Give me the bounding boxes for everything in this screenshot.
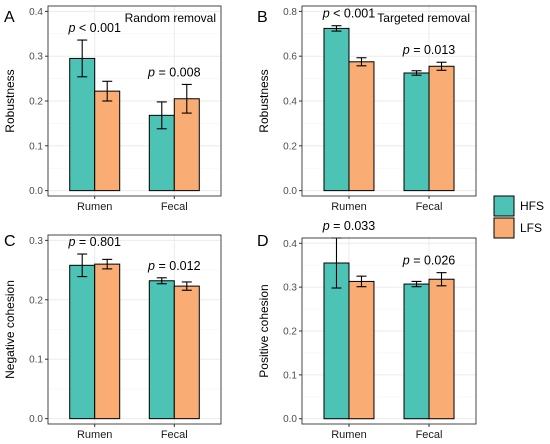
y-tick-label: 0.0 [29,186,43,197]
x-category-label: Fecal [416,201,443,213]
bar-lfs-rumen [348,280,375,420]
p-value-label: p < 0.001 [322,7,376,21]
p-value-label: p = 0.008 [147,65,201,79]
bar-lfs-rumen [348,61,375,192]
error-bar [181,83,192,114]
y-tick-label: 0.2 [29,295,43,306]
p-value-label: p = 0.012 [147,259,201,273]
legend-swatch-lfs [493,217,515,239]
panel-annotation: Random removal [125,11,216,25]
bar-hfs-rumen [69,57,96,192]
bar-hfs-rumen [323,27,350,192]
panel-a: 0.0 0.1 0.2 0.3 0.4 p < 0.001 Rumen p = 0.008 Fe… [3,5,222,213]
y-tick-label: 0.2 [29,97,43,108]
p-value-label: p = 0.033 [322,219,376,233]
p-value-label: p < 0.001 [67,21,121,35]
error-bar [156,101,167,130]
y-tick-label: 0.4 [283,239,297,250]
error-bar [77,39,88,78]
y-tick-label: 0.3 [29,52,43,63]
y-tick-label: 0.1 [29,355,43,366]
x-category-label: Rumen [77,429,112,441]
error-bar [102,258,113,270]
panel-b: 0.0 0.2 0.4 0.6 0.8 p < 0.001 Rumen p = 0.013 Fe… [257,5,477,213]
y-tick-label: 0.4 [283,97,297,108]
y-tick-label: 0.6 [283,52,297,63]
x-category-label: Fecal [416,429,443,441]
y-tick-label: 0.3 [29,236,43,247]
bar-hfs-fecal [403,283,430,420]
panel-letter: A [4,9,15,26]
panel-border [47,5,222,197]
x-category-label: Rumen [331,429,366,441]
bar-lfs-fecal [173,98,200,192]
panel-annotation: Targeted removal [377,11,470,25]
error-bar [331,25,342,32]
y-axis-title: Negative cohesion [3,280,17,379]
error-bar [102,80,113,102]
panel-border [301,5,477,197]
y-tick-label: 0.0 [29,414,43,425]
error-bar [411,280,422,288]
y-tick-label: 0.0 [283,186,297,197]
y-tick-label: 0.8 [283,7,297,18]
error-bar [156,277,167,285]
legend-label-hfs: HFS [520,199,544,213]
bar-lfs-rumen [94,90,121,192]
legend-label-lfs: LFS [520,221,542,235]
x-category-label: Fecal [161,201,188,213]
bar-hfs-fecal [148,280,175,420]
y-tick-label: 0.1 [283,370,297,381]
panel-d: 0.0 0.1 0.2 0.3 0.4 p = 0.033 Rumen p = 0.026 Fe… [257,219,477,441]
bar-lfs-rumen [94,263,121,420]
y-axis-title: Positive cohesion [257,284,271,377]
panel-border [301,237,477,425]
y-tick-label: 0.3 [283,283,297,294]
bar-lfs-fecal [173,285,200,420]
y-tick-label: 0.1 [29,141,43,152]
panel-border [47,234,222,425]
p-value-label: p = 0.013 [402,43,456,57]
x-category-label: Fecal [161,429,188,441]
y-tick-label: 0.2 [283,327,297,338]
y-axis-title: Robustness [3,69,17,132]
bar-lfs-fecal [428,65,455,192]
error-bar [411,70,422,76]
panel-letter: C [4,233,16,250]
panel-letter: D [257,233,269,250]
p-value-label: p = 0.801 [67,235,121,249]
error-bar [181,281,192,291]
error-bar [436,61,447,71]
x-category-label: Rumen [331,201,366,213]
y-axis-title: Robustness [257,69,271,132]
error-bar [436,272,447,287]
y-tick-label: 0.0 [283,414,297,425]
error-bar [356,57,367,67]
bar-hfs-fecal [403,72,430,192]
error-bar [356,275,367,288]
panel-c: 0.0 0.1 0.2 0.3 p = 0.801 Rumen p = 0.012 Fecal… [3,233,222,441]
y-tick-label: 0.2 [283,141,297,152]
p-value-label: p = 0.026 [402,254,456,268]
legend-swatch-hfs [493,195,515,217]
panel-letter: B [257,9,268,26]
bar-hfs-rumen [69,264,96,420]
legend: HFS LFS [493,195,544,239]
error-bar [77,253,88,278]
x-category-label: Rumen [77,201,112,213]
y-tick-label: 0.4 [29,7,43,18]
bar-lfs-fecal [428,278,455,420]
